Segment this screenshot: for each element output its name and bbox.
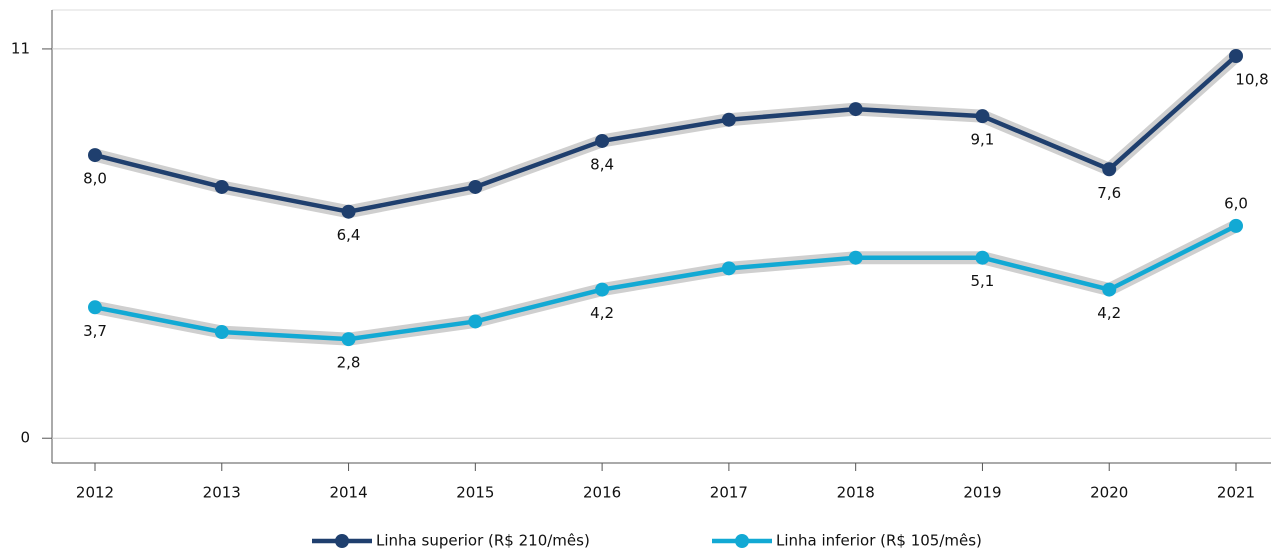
x-tick-label: 2015 (456, 484, 494, 502)
data-label: 4,2 (1097, 304, 1121, 322)
x-tick-label: 2013 (203, 484, 241, 502)
data-label: 5,1 (971, 272, 995, 290)
y-tick-label: 0 (20, 429, 30, 447)
x-tick-label: 2014 (329, 484, 367, 502)
data-label: 10,8 (1235, 71, 1268, 89)
marker (88, 148, 102, 163)
marker (975, 109, 990, 124)
marker (341, 332, 356, 347)
marker (595, 282, 610, 297)
data-label: 4,2 (590, 304, 614, 322)
x-tick-label: 2017 (710, 484, 748, 502)
data-label: 7,6 (1097, 184, 1121, 202)
data-label: 9,1 (971, 131, 995, 149)
legend-marker (335, 534, 349, 548)
x-tick-label: 2019 (963, 484, 1001, 502)
marker (214, 325, 229, 340)
data-label: 2,8 (337, 354, 361, 372)
marker (721, 261, 736, 276)
legend-label: Linha inferior (R$ 105/mês) (776, 532, 982, 550)
marker (341, 204, 356, 219)
marker (848, 250, 863, 265)
x-tick-label: 2020 (1090, 484, 1128, 502)
x-tick-label: 2018 (837, 484, 875, 502)
line-shadow (93, 51, 1241, 219)
data-label: 8,4 (590, 155, 614, 173)
line-shadow (93, 220, 1239, 346)
data-label: 3,7 (83, 322, 107, 340)
marker (975, 250, 990, 265)
marker (1102, 282, 1117, 297)
marker (848, 102, 863, 117)
marker (468, 179, 483, 194)
marker (1229, 49, 1243, 64)
legend-marker (735, 534, 749, 548)
y-tick-label: 11 (11, 39, 30, 57)
marker (595, 133, 610, 148)
legend-label: Linha superior (R$ 210/mês) (376, 532, 590, 550)
marker (88, 300, 102, 315)
line (94, 54, 1238, 214)
data-label: 8,0 (83, 170, 107, 188)
x-tick-label: 2016 (583, 484, 621, 502)
line (94, 223, 1238, 342)
data-label: 6,4 (337, 226, 361, 244)
marker (1102, 162, 1117, 177)
x-tick-label: 2021 (1217, 484, 1255, 502)
marker (214, 179, 229, 194)
x-tick-label: 2012 (76, 484, 114, 502)
marker (1229, 218, 1243, 233)
data-label: 6,0 (1224, 194, 1248, 212)
marker (721, 112, 736, 127)
marker (468, 314, 483, 329)
